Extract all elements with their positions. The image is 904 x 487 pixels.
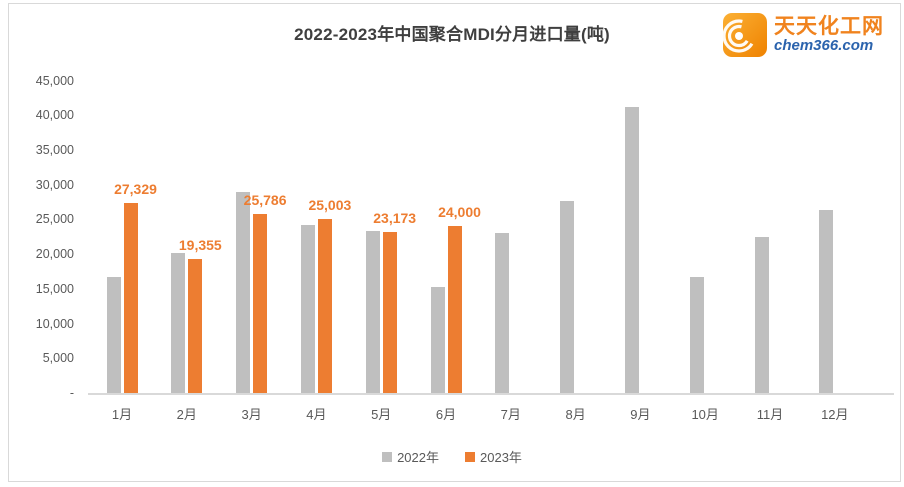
legend-label: 2022年 xyxy=(397,450,439,465)
legend-item-2022年: 2022年 xyxy=(382,447,439,466)
data-label-2023-2月: 19,355 xyxy=(178,236,222,253)
y-axis-tick-label: 40,000 xyxy=(35,108,74,123)
x-axis-label-2月: 2月 xyxy=(176,407,197,422)
data-label-2023-3月: 25,786 xyxy=(243,191,287,208)
logo-site-name: 天天化工网 xyxy=(774,15,884,39)
legend-swatch-icon xyxy=(465,451,475,462)
bar-2023-5月 xyxy=(382,232,397,393)
bar-2023-1月 xyxy=(123,203,138,393)
x-axis-label-1月: 1月 xyxy=(111,407,133,422)
logo-shell-icon xyxy=(722,12,768,58)
x-axis-label-3月: 3月 xyxy=(241,407,262,422)
x-axis-label-10月: 10月 xyxy=(691,407,719,422)
y-axis-tick-label: 20,000 xyxy=(35,247,74,262)
bar-2022-1月 xyxy=(106,277,121,393)
bar-2022-6月 xyxy=(430,286,445,393)
legend-item-2023年: 2023年 xyxy=(465,447,522,466)
bar-2022-3月 xyxy=(236,192,251,393)
bar-2022-10月 xyxy=(689,277,704,393)
y-axis-tick-label: 10,000 xyxy=(35,316,74,331)
bar-2023-2月 xyxy=(188,258,203,393)
data-label-2023-5月: 23,173 xyxy=(373,210,417,227)
x-axis-label-7月: 7月 xyxy=(500,407,521,422)
y-axis-tick-label: 45,000 xyxy=(35,73,74,88)
bar-2022-12月 xyxy=(819,209,834,393)
bar-2022-7月 xyxy=(495,232,510,393)
bar-2023-4月 xyxy=(317,219,332,393)
x-axis-label-9月: 9月 xyxy=(630,407,651,422)
site-logo: 天天化工网 chem366.com xyxy=(718,10,888,60)
y-axis-tick-label: 35,000 xyxy=(35,142,74,157)
bar-2022-5月 xyxy=(365,230,380,393)
chart-legend: 2022年 2023年 xyxy=(0,447,904,466)
chart-title: 2022-2023年中国聚合MDI分月进口量(吨) xyxy=(294,25,610,44)
legend-swatch-icon xyxy=(382,451,393,462)
x-axis-line xyxy=(88,393,894,395)
y-axis-tick-label: - xyxy=(69,386,74,400)
x-axis-label-12月: 12月 xyxy=(821,407,849,422)
bar-2022-9月 xyxy=(624,106,639,393)
y-axis-tick-label: 30,000 xyxy=(35,177,74,192)
bar-2022-2月 xyxy=(171,252,186,393)
data-label-2023-6月: 24,000 xyxy=(438,204,481,221)
x-axis-label-6月: 6月 xyxy=(435,407,457,422)
bar-2022-8月 xyxy=(560,200,575,393)
y-axis-tick-label: 15,000 xyxy=(35,281,74,296)
data-label-2023-1月: 27,329 xyxy=(114,181,157,198)
legend-label: 2023年 xyxy=(480,450,522,465)
bar-2022-11月 xyxy=(754,237,769,393)
x-axis-label-8月: 8月 xyxy=(565,407,586,422)
bar-2023-6月 xyxy=(447,226,462,393)
y-axis-tick-label: 25,000 xyxy=(35,212,74,227)
logo-site-url: chem366.com xyxy=(774,37,874,55)
data-label-2023-4月: 25,003 xyxy=(308,197,352,214)
bar-2022-4月 xyxy=(300,224,315,393)
x-axis-label-4月: 4月 xyxy=(306,407,327,422)
bar-2023-3月 xyxy=(253,213,268,393)
x-axis-label-5月: 5月 xyxy=(371,407,392,422)
y-axis-tick-label: 5,000 xyxy=(42,351,74,366)
x-axis-label-11月: 11月 xyxy=(756,407,784,422)
